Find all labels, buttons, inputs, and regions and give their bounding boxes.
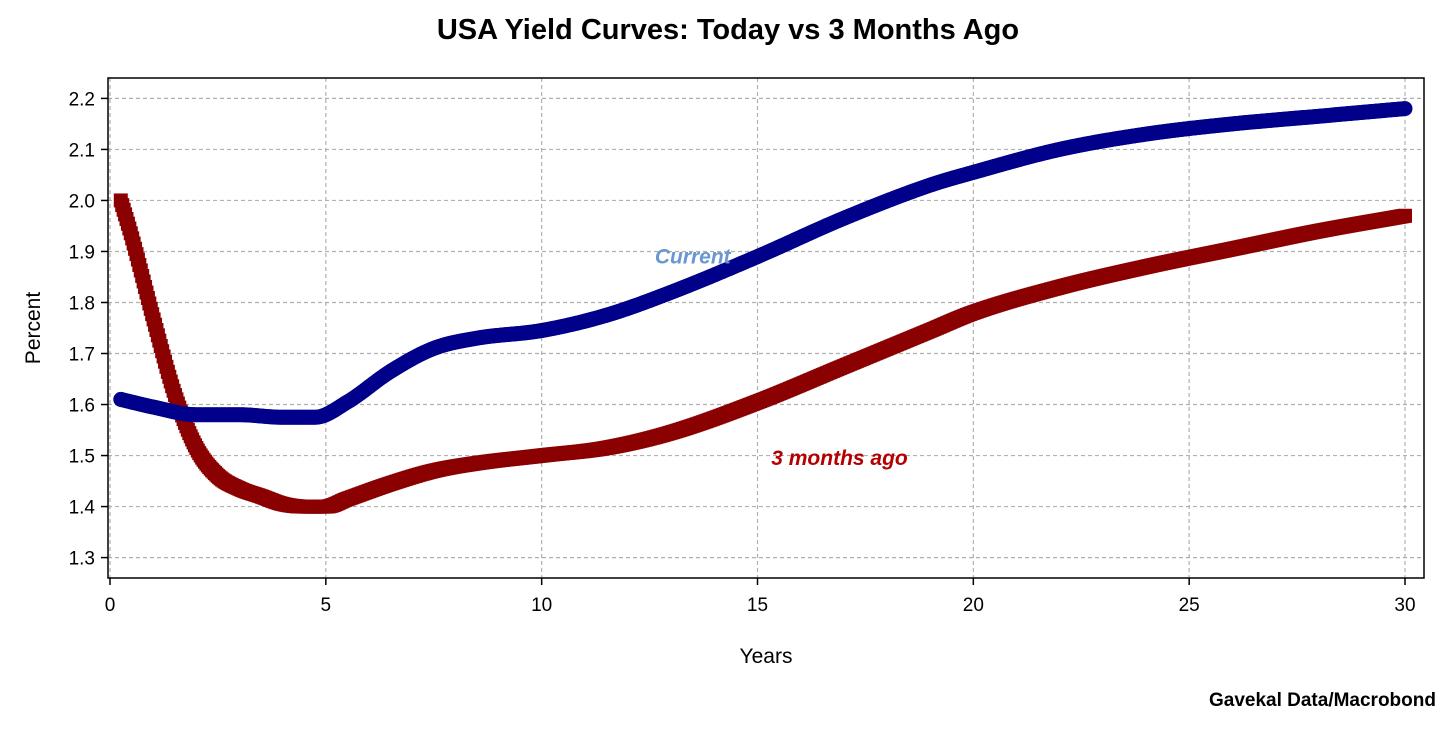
y-tick-label: 2.1	[69, 140, 95, 161]
y-tick-label: 1.7	[69, 345, 95, 366]
series-3-months-ago	[113, 193, 1412, 514]
y-tick-label: 1.5	[69, 447, 95, 468]
y-axis-label: Percent	[22, 292, 45, 365]
x-tick-label: 0	[105, 595, 116, 616]
plot-frame	[107, 77, 1425, 579]
x-tick-label: 10	[531, 595, 552, 616]
data-point	[1397, 101, 1413, 117]
x-tick-label: 5	[321, 595, 332, 616]
y-tick-label: 2.0	[69, 191, 95, 212]
x-tick-label: 15	[747, 595, 768, 616]
series-annotation: 3 months ago	[771, 447, 908, 470]
y-tick-label: 1.8	[69, 293, 95, 314]
series-current	[113, 101, 1413, 425]
y-tick-label: 2.2	[69, 89, 95, 110]
x-axis-label: Years	[740, 645, 793, 668]
y-tick-label: 1.3	[69, 549, 95, 570]
annotation-layer: Current 3 months ago	[655, 246, 908, 471]
series-annotation: Current	[655, 246, 732, 269]
y-tick-label: 1.4	[69, 498, 96, 519]
x-tick-label: 30	[1394, 595, 1415, 616]
data-point	[1398, 208, 1412, 223]
y-tick-label: 1.9	[69, 242, 95, 263]
source-credit: Gavekal Data/Macrobond	[1208, 690, 1436, 711]
y-tick-label: 1.6	[69, 396, 95, 417]
axis-ticks: 0 5 10 15 20 25 30 1.3 1.4 1.5 1.6 1.7 1.8 1.9 2.0 2.1 2…	[69, 89, 1416, 616]
x-tick-label: 25	[1179, 595, 1200, 616]
chart-title: USA Yield Curves: Today vs 3 Months Ago	[436, 14, 1020, 46]
series-layer	[113, 101, 1413, 514]
x-tick-label: 20	[963, 595, 984, 616]
